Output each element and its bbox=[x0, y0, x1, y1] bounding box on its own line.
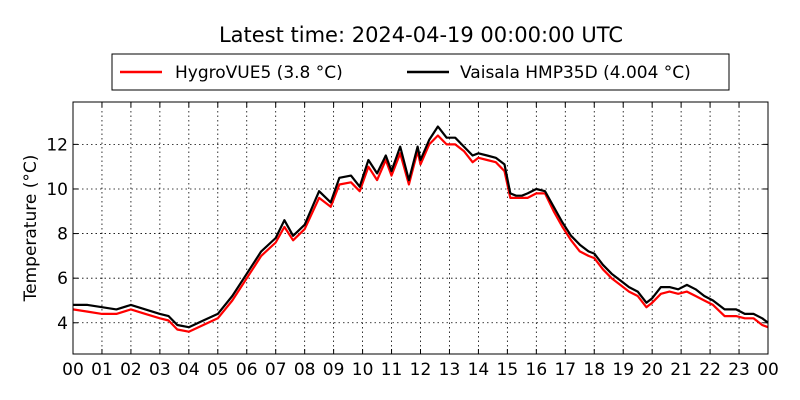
x-tick-label: 20 bbox=[641, 360, 663, 380]
x-tick-label: 13 bbox=[439, 360, 461, 380]
x-tick-label: 22 bbox=[699, 360, 721, 380]
series-line-1 bbox=[73, 125, 769, 329]
x-tick-label: 02 bbox=[120, 360, 142, 380]
axis-ticks bbox=[72, 102, 769, 354]
x-tick-label: 14 bbox=[468, 360, 490, 380]
plot-series bbox=[72, 125, 769, 333]
y-tick-label: 12 bbox=[46, 135, 68, 155]
grid bbox=[73, 102, 768, 354]
y-tick-label: 8 bbox=[57, 225, 68, 245]
y-axis-label: Temperature (°C) bbox=[21, 155, 41, 303]
x-tick-label: 00 bbox=[62, 360, 84, 380]
x-tick-label: 01 bbox=[91, 360, 113, 380]
x-tick-label: 12 bbox=[410, 360, 432, 380]
legend-label-hygrovue5: HygroVUE5 (3.8 °C) bbox=[175, 63, 343, 83]
x-tick-label: 18 bbox=[583, 360, 605, 380]
x-tick-label: 17 bbox=[554, 360, 576, 380]
x-tick-label: 11 bbox=[381, 360, 403, 380]
x-tick-label: 08 bbox=[294, 360, 316, 380]
x-tick-label: 19 bbox=[612, 360, 634, 380]
legend-label-vaisala: Vaisala HMP35D (4.004 °C) bbox=[460, 63, 691, 83]
x-tick-label: 23 bbox=[728, 360, 750, 380]
chart-title: Latest time: 2024-04-19 00:00:00 UTC bbox=[219, 23, 623, 47]
x-tick-label: 21 bbox=[670, 360, 692, 380]
series-line-0 bbox=[72, 134, 769, 333]
x-tick-label: 07 bbox=[265, 360, 287, 380]
y-tick-label: 10 bbox=[46, 180, 68, 200]
x-tick-label: 03 bbox=[149, 360, 171, 380]
x-tick-label: 00 bbox=[757, 360, 779, 380]
tick-labels: 00 01 02 03 04 05 06 07 08 09 10 11 12 13 14 15 16 17 18 19… bbox=[46, 135, 778, 380]
x-tick-label: 15 bbox=[497, 360, 519, 380]
x-tick-label: 16 bbox=[526, 360, 548, 380]
legend: HygroVUE5 (3.8 °C) Vaisala HMP35D (4.004… bbox=[111, 53, 730, 91]
x-tick-label: 04 bbox=[178, 360, 200, 380]
y-tick-label: 6 bbox=[57, 269, 68, 289]
x-tick-label: 05 bbox=[207, 360, 229, 380]
y-tick-label: 4 bbox=[57, 314, 68, 334]
x-tick-label: 10 bbox=[352, 360, 374, 380]
x-tick-label: 06 bbox=[236, 360, 258, 380]
x-tick-label: 09 bbox=[323, 360, 345, 380]
